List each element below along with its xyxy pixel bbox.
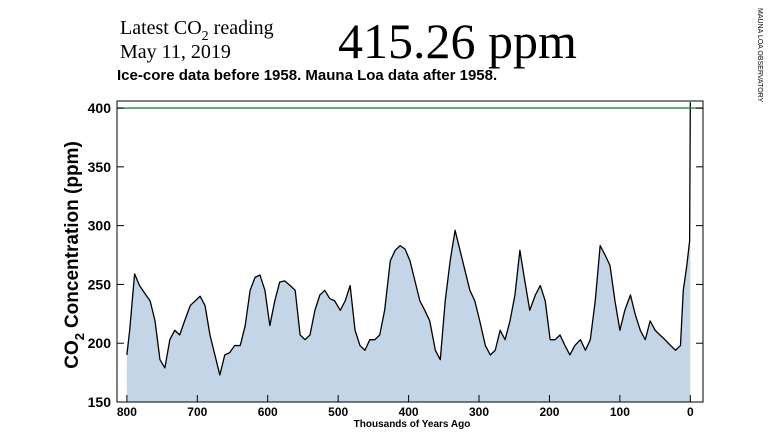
y-tick-label: 400: [88, 100, 112, 116]
date: May 11, 2019: [120, 41, 231, 63]
plot-frame: [116, 100, 704, 403]
title: Latest CO2 reading: [120, 17, 274, 44]
credit: MAUNA LOA OBSERVATORY: [756, 8, 763, 103]
x-tick-label: 200: [539, 405, 559, 419]
y-tick-label: 150: [88, 394, 112, 410]
y-tick-label: 250: [88, 276, 112, 292]
latest-reading: 415.26 ppm: [338, 13, 577, 69]
x-tick-label: 600: [258, 405, 278, 419]
y-label-suffix: Concentration (ppm): [62, 141, 83, 328]
title-text: Latest CO: [120, 17, 202, 39]
x-tick-label: 700: [187, 405, 207, 419]
title-subscript: 2: [202, 29, 209, 44]
x-tick-label: 300: [469, 405, 489, 419]
x-tick-label: 400: [399, 405, 419, 419]
x-tick-label: 500: [328, 405, 348, 419]
x-tick-label: 800: [117, 405, 137, 419]
x-axis-label: Thousands of Years Ago: [354, 419, 471, 430]
title-suffix: reading: [214, 17, 274, 39]
y-tick-label: 200: [88, 335, 112, 351]
x-tick-label: 0: [687, 405, 694, 419]
y-tick-label: 300: [88, 218, 112, 234]
area-fill: [126, 102, 691, 402]
y-label-text: CO: [62, 340, 83, 369]
x-tick-label: 100: [610, 405, 630, 419]
y-label-subscript: 2: [72, 333, 87, 340]
subtitle: Ice-core data before 1958. Mauna Loa dat…: [117, 67, 497, 84]
y-axis-label: CO2 Concentration (ppm): [62, 141, 87, 369]
data-line: [126, 102, 691, 376]
y-tick-label: 350: [88, 159, 112, 175]
